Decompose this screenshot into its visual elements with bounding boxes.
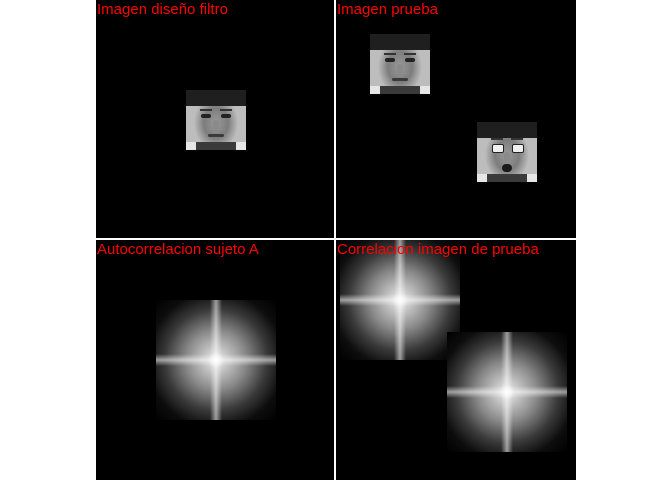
test-correlation-panel: Correlacion imagen de prueba xyxy=(336,240,576,480)
panel-title: Autocorrelacion sujeto A xyxy=(97,241,259,258)
panel-title: Imagen prueba xyxy=(337,1,438,18)
autocorrelation-peak xyxy=(156,300,276,420)
figure-grid: Imagen diseño filtro Imagen prueba A xyxy=(96,0,576,480)
face-image-subject-a xyxy=(186,90,246,150)
correlation-peak-1 xyxy=(340,240,460,360)
panel-title: Imagen diseño filtro xyxy=(97,1,228,18)
face-image-neutral xyxy=(370,34,430,94)
panel-title: Correlacion imagen de prueba xyxy=(337,241,539,258)
correlation-peak-2 xyxy=(447,332,567,452)
filter-design-image-panel: Imagen diseño filtro xyxy=(96,0,334,238)
test-image-panel: Imagen prueba xyxy=(336,0,576,238)
autocorrelation-panel: Autocorrelacion sujeto A xyxy=(96,240,334,480)
face-image-surprised xyxy=(477,122,537,182)
